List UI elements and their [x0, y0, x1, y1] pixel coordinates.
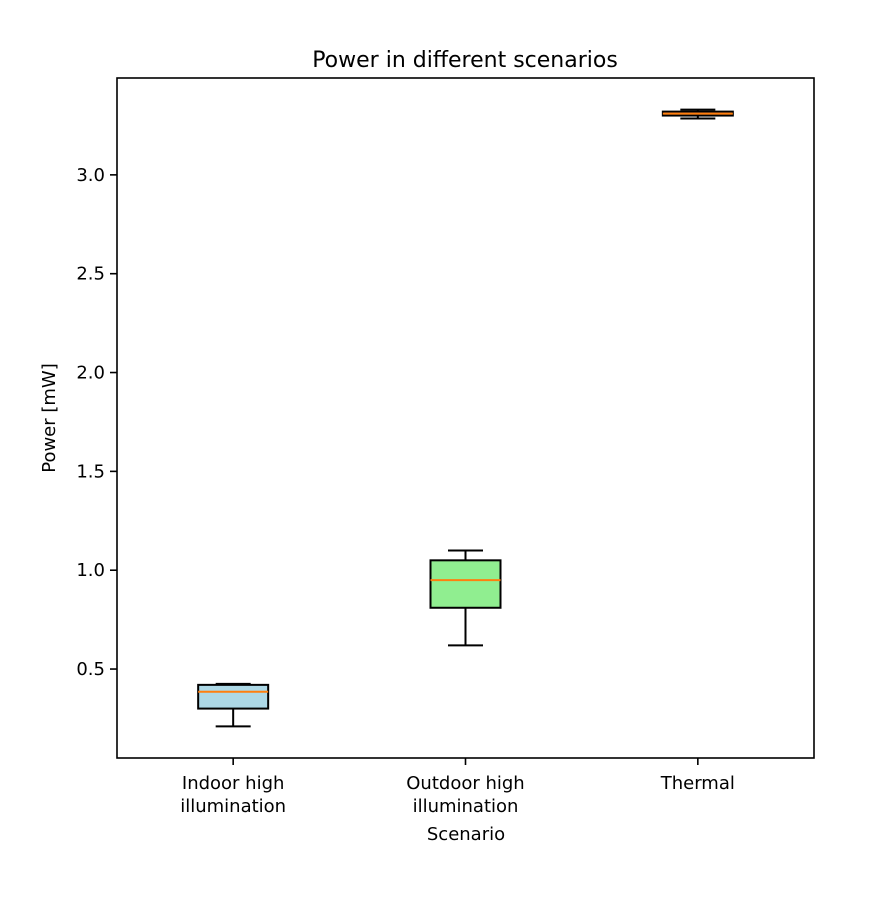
chart-title: Power in different scenarios	[312, 48, 618, 73]
x-tick-label: illumination	[413, 796, 519, 817]
y-tick-label: 2.5	[76, 264, 105, 285]
x-tick-label: illumination	[180, 796, 286, 817]
y-axis-label: Power [mW]	[39, 363, 60, 473]
y-tick-label: 2.0	[76, 363, 105, 384]
x-tick-label: Thermal	[660, 773, 735, 794]
plot-frame	[116, 77, 815, 759]
y-tick-label: 1.5	[76, 461, 105, 482]
box-body	[197, 683, 270, 710]
y-tick-label: 0.5	[76, 659, 105, 680]
y-tick-label: 1.0	[76, 560, 105, 581]
y-tick-label: 3.0	[76, 165, 105, 186]
x-tick-label: Outdoor high	[406, 773, 524, 794]
x-tick-label: Indoor high	[182, 773, 285, 794]
box-body	[429, 559, 502, 609]
x-axis-label: Scenario	[427, 824, 505, 845]
